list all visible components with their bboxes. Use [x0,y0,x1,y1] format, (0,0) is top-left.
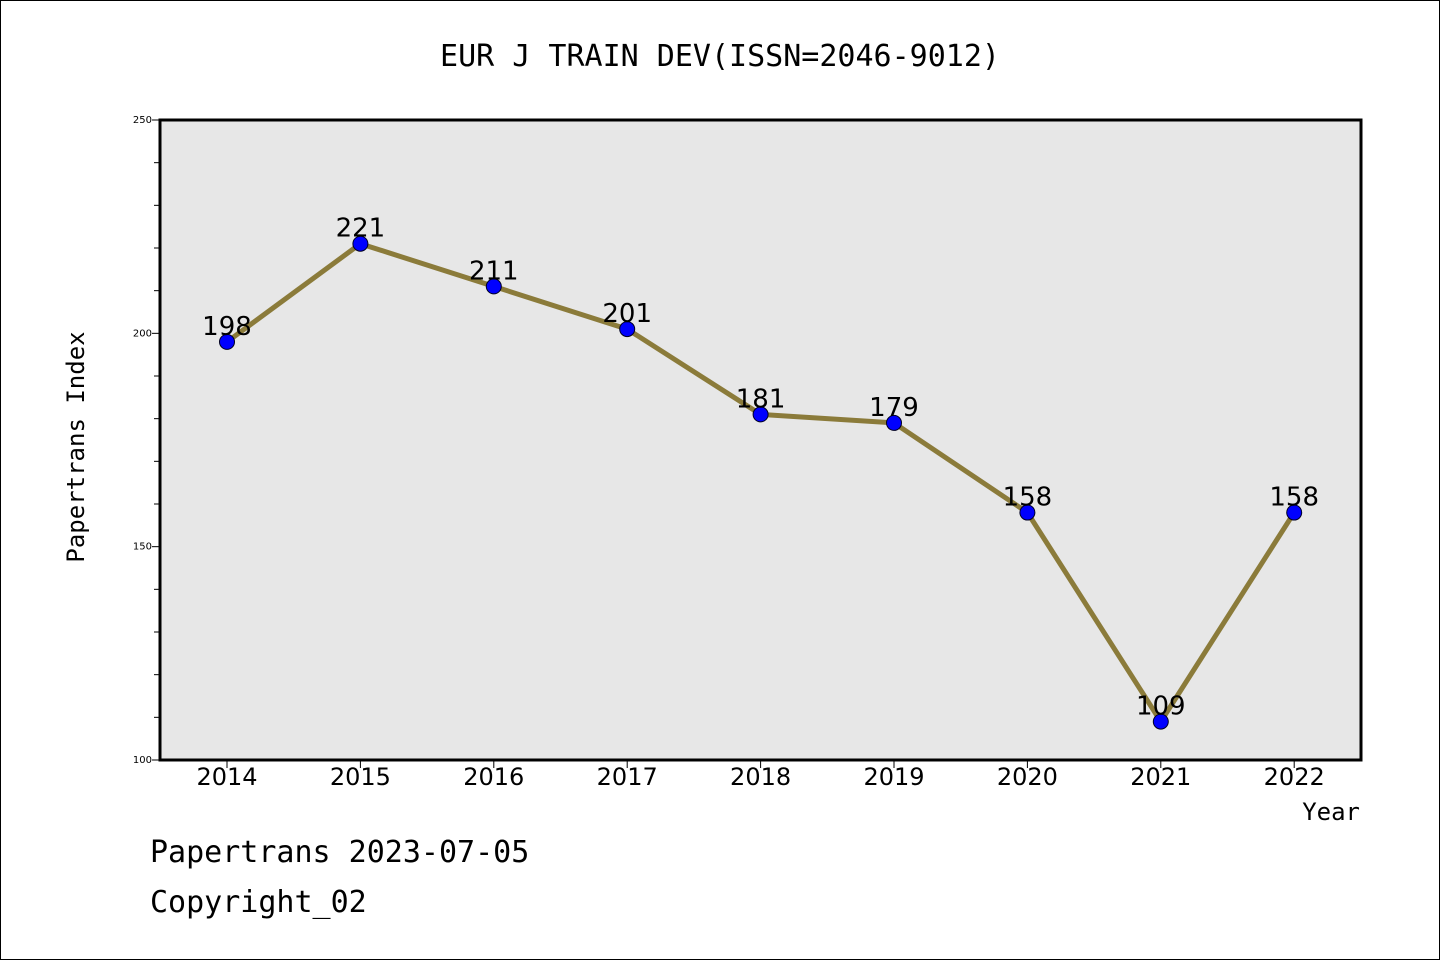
y-axis: 100 150 200 250 [133,115,160,766]
x-tick-label: 2018 [730,763,791,791]
data-label: 221 [336,214,386,244]
y-axis-label: Papertrans Index [62,331,90,562]
x-tick-label: 2021 [1130,763,1191,791]
data-labels: 198 221 211 201 181 179 158 109 158 [202,214,1319,722]
x-axis-label: Year [1302,798,1360,826]
data-label: 198 [202,312,252,342]
chart-title: EUR J TRAIN DEV(ISSN=2046-9012) [440,39,1000,74]
data-label: 201 [602,299,652,329]
x-tick-label: 2016 [463,763,524,791]
y-tick-label: 100 [133,755,152,766]
x-axis: 2014 2015 2016 2017 2018 2019 2020 2021 2022 [196,760,1325,791]
x-tick-label: 2017 [597,763,658,791]
data-label: 158 [1003,483,1053,513]
plot-area [158,118,1363,762]
data-label: 109 [1136,692,1186,722]
data-point [485,278,502,295]
x-tick-label: 2020 [997,763,1058,791]
data-label: 179 [869,393,919,423]
data-point [219,333,235,350]
y-tick-label: 250 [133,115,152,126]
data-point [886,414,902,431]
data-point [1152,713,1169,730]
data-point [1286,504,1303,521]
y-tick-label: 150 [133,542,152,553]
data-label: 158 [1269,483,1319,513]
x-tick-label: 2015 [330,763,391,791]
data-label: 181 [736,384,786,414]
series-markers [219,235,1303,730]
footer-date-line: Papertrans 2023-07-05 [150,835,530,870]
y-tick-label: 200 [133,328,152,339]
data-point [352,235,369,252]
x-tick-label: 2022 [1264,763,1325,791]
x-tick-label: 2014 [196,763,257,791]
data-point [1019,504,1036,521]
footer-copyright: Copyright_02 [150,885,367,920]
data-point [752,406,769,423]
x-tick-label: 2019 [863,763,924,791]
data-point [619,321,636,338]
data-label: 211 [469,256,519,286]
